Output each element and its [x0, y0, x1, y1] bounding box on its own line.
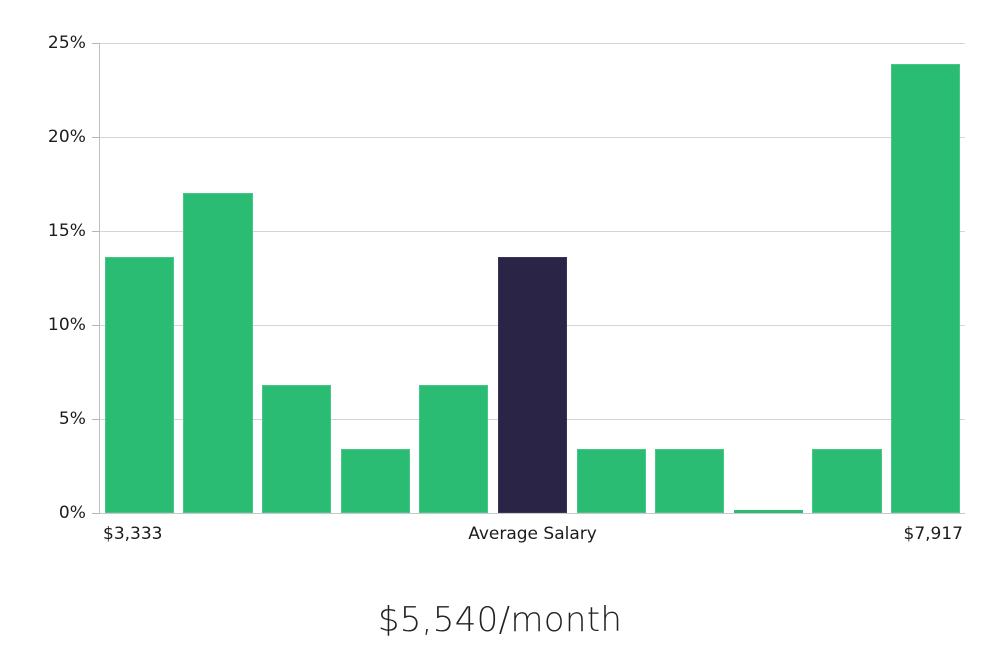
y-tick-label-25pct: 25% [47, 33, 86, 53]
y-tick-label-0pct: 0% [58, 503, 86, 523]
bar [655, 449, 725, 513]
bar [576, 449, 646, 513]
chart-caption: $5,540/month [377, 600, 623, 640]
x-axis-label-max: $7,917 [903, 524, 963, 544]
gridline-15pct [100, 231, 965, 232]
y-tick-label-5pct: 5% [58, 409, 86, 429]
y-axis-spine [99, 43, 100, 514]
y-tick-label-20pct: 20% [47, 127, 86, 147]
x-axis-label-min: $3,333 [103, 524, 163, 544]
bars-layer [100, 43, 965, 513]
bar [340, 449, 410, 513]
y-tick-label-15pct: 15% [47, 221, 86, 241]
y-tick-mark-10pct [92, 325, 99, 326]
y-tick-mark-15pct [92, 231, 99, 232]
y-tick-mark-0pct [92, 513, 99, 514]
y-tick-mark-20pct [92, 137, 99, 138]
x-axis: $3,333 Average Salary $7,917 [100, 524, 965, 558]
plot-area [100, 43, 965, 514]
bar [104, 257, 174, 513]
gridline-0pct [100, 513, 965, 514]
bar [183, 193, 253, 513]
bar [419, 385, 489, 513]
gridline-25pct [100, 43, 965, 44]
y-tick-mark-25pct [92, 43, 99, 44]
bar-highlighted [497, 257, 568, 513]
x-axis-label-title: Average Salary [468, 524, 597, 544]
gridline-20pct [100, 137, 965, 138]
y-tick-mark-5pct [92, 419, 99, 420]
y-tick-label-10pct: 10% [47, 315, 86, 335]
bar [733, 510, 803, 513]
bar [891, 63, 961, 513]
bar [261, 385, 332, 513]
bar [812, 449, 882, 513]
